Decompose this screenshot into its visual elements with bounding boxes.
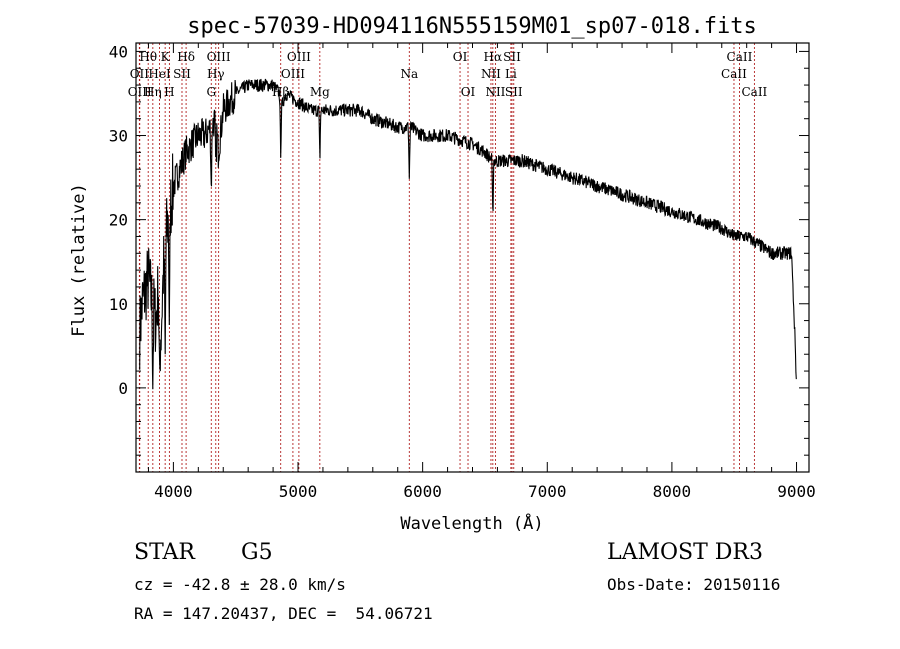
spectral-line-label: Hβ xyxy=(272,85,289,99)
obs-date: Obs-Date: 20150116 xyxy=(607,575,781,594)
spectral-line-label: Na xyxy=(400,67,418,81)
spectral-line-label: SII xyxy=(173,67,191,81)
y-tick-label: 10 xyxy=(109,295,128,314)
redshift-readout: cz = -42.8 ± 28.0 km/s xyxy=(134,575,346,594)
spectral-line-label: OIII xyxy=(207,50,231,64)
spectral-line-label: OI xyxy=(453,50,468,64)
spectral-line-label: Hγ xyxy=(207,67,225,81)
x-tick-label: 7000 xyxy=(528,482,567,501)
x-tick-label: 9000 xyxy=(777,482,816,501)
y-tick-label: 20 xyxy=(109,211,128,230)
x-tick-label: 8000 xyxy=(653,482,692,501)
spectral-line-label: Mg xyxy=(310,85,330,99)
spectral-line-label: Hθ xyxy=(139,50,157,64)
spectral-line-label: OIII xyxy=(281,67,305,81)
spectral-line-label: H xyxy=(164,85,174,99)
spectrum-line xyxy=(139,78,797,390)
coordinates: RA = 147.20437, DEC = 54.06721 xyxy=(134,604,433,623)
spectral-line-label: CaII xyxy=(727,50,753,64)
spectral-line-label: OIII xyxy=(287,50,311,64)
spectral-line-label: CaII xyxy=(721,67,747,81)
y-axis-label: Flux (relative) xyxy=(69,183,89,337)
spectral-line-label: SII xyxy=(505,85,523,99)
spectral-line-label: NII xyxy=(485,85,505,99)
object-class: STAR xyxy=(134,540,195,565)
spectral-line-label: HeI xyxy=(148,67,171,81)
spectral-line-label: K xyxy=(161,50,171,64)
spectral-line-label: SII xyxy=(503,50,521,64)
spectral-line-label: OII xyxy=(130,67,150,81)
spectral-line-label: Hδ xyxy=(177,50,195,64)
spectral-line-label: Hη xyxy=(144,85,162,99)
spectral-line-label: OIII xyxy=(128,85,152,99)
spectral-line-label: CaII xyxy=(741,85,767,99)
spectral-line-label: OI xyxy=(461,85,476,99)
x-tick-label: 6000 xyxy=(403,482,442,501)
plot-frame xyxy=(135,42,810,473)
spectral-line-label: Li xyxy=(505,67,517,81)
x-tick-label: 5000 xyxy=(279,482,318,501)
y-tick-label: 0 xyxy=(118,379,128,398)
x-tick-label: 4000 xyxy=(154,482,193,501)
chart-title: spec-57039-HD094116N555159M01_sp07-018.f… xyxy=(187,14,757,39)
survey-name: LAMOST DR3 xyxy=(607,540,763,565)
y-tick-label: 40 xyxy=(109,42,128,61)
spectral-line-label: Hα xyxy=(484,50,503,64)
spectral-line-label: NII xyxy=(481,67,501,81)
x-axis-label: Wavelength (Å) xyxy=(400,512,543,534)
spectral-line-label: G xyxy=(206,85,216,99)
subclass: G5 xyxy=(241,540,273,565)
y-tick-label: 30 xyxy=(109,127,128,146)
